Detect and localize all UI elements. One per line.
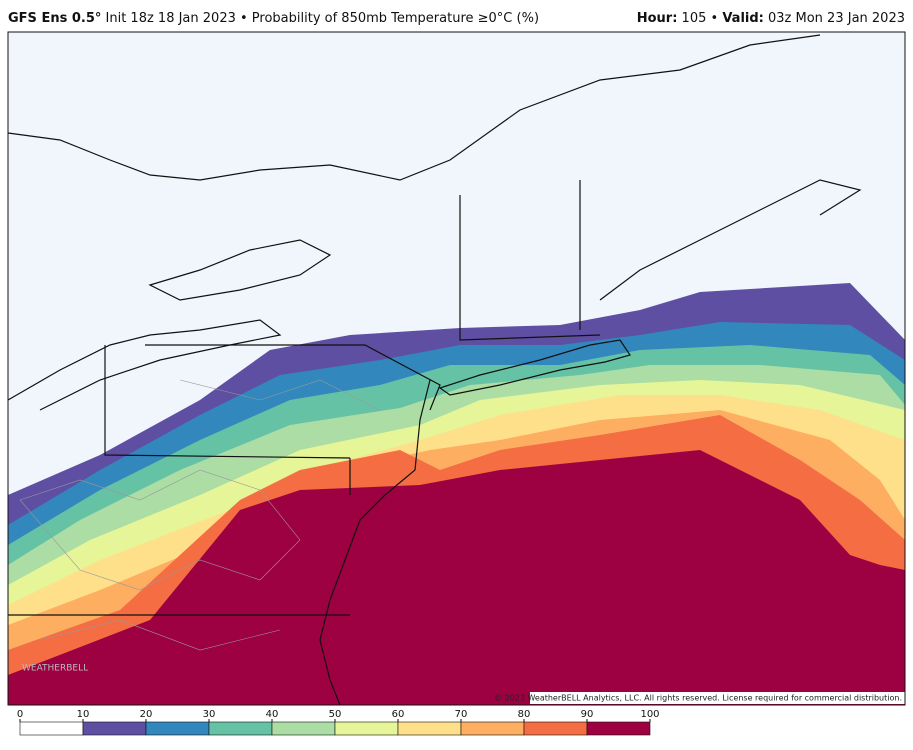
credit-background <box>530 692 905 704</box>
long-island <box>438 339 631 396</box>
colorbar-tick-label: 60 <box>392 709 405 720</box>
st-lawrence <box>7 34 821 181</box>
hour: 105 <box>682 11 707 26</box>
colorbar-tick-label: 40 <box>266 709 279 720</box>
boundaries <box>7 34 862 706</box>
credit: © 2023 WeatherBELL Analytics, LLC. All r… <box>494 694 902 703</box>
colorbar-tick-label: 20 <box>140 709 153 720</box>
hour-label: Hour: <box>637 11 678 26</box>
valid-label: Valid: <box>722 11 764 26</box>
header-right: Hour: 105 • Valid: 03z Mon 23 Jan 2023 <box>637 11 905 26</box>
separator: • <box>711 11 719 26</box>
colorbar-tick-label: 10 <box>77 709 90 720</box>
map: WEATHERBELL © 2023 WeatherBELL Analytics… <box>7 31 906 706</box>
map-frame <box>7 31 906 706</box>
watermark: WEATHERBELL <box>22 664 88 674</box>
colorbar-swatch <box>19 721 84 736</box>
state-lines <box>8 180 601 616</box>
lake-erie <box>7 319 282 411</box>
county-lines <box>19 379 381 651</box>
valid: 03z Mon 23 Jan 2023 <box>768 11 905 26</box>
colorbar-tick-label: 70 <box>455 709 468 720</box>
colorbar-tick-label: 0 <box>17 709 23 720</box>
colorbar-tick-label: 100 <box>640 709 659 720</box>
colorbar-swatch <box>523 721 588 736</box>
colorbar-swatch <box>334 721 399 736</box>
colorbar-swatch <box>271 721 336 736</box>
subtitle: Init 18z 18 Jan 2023 • Probability of 85… <box>106 11 540 26</box>
colorbar-tick-label: 90 <box>581 709 594 720</box>
probability-bands <box>8 283 905 705</box>
colorbar-swatch <box>82 721 147 736</box>
coastline <box>319 379 431 706</box>
colorbar-tick-label: 80 <box>518 709 531 720</box>
colorbar-swatch <box>460 721 525 736</box>
colorbar-swatch <box>145 721 210 736</box>
lake-ontario <box>148 239 332 301</box>
colorbar-tick-label: 50 <box>329 709 342 720</box>
maine-coast <box>599 179 862 301</box>
colorbar-swatch <box>586 721 651 736</box>
colorbar-swatch <box>208 721 273 736</box>
probability-band <box>8 450 905 705</box>
colorbar: 0 10 20 30 40 50 60 70 80 90 100 <box>17 709 660 736</box>
colorbar-tick-label: 30 <box>203 709 216 720</box>
model: GFS Ens 0.5° <box>8 11 101 26</box>
colorbar-swatch <box>397 721 462 736</box>
header-left: GFS Ens 0.5° Init 18z 18 Jan 2023 • Prob… <box>8 11 539 26</box>
